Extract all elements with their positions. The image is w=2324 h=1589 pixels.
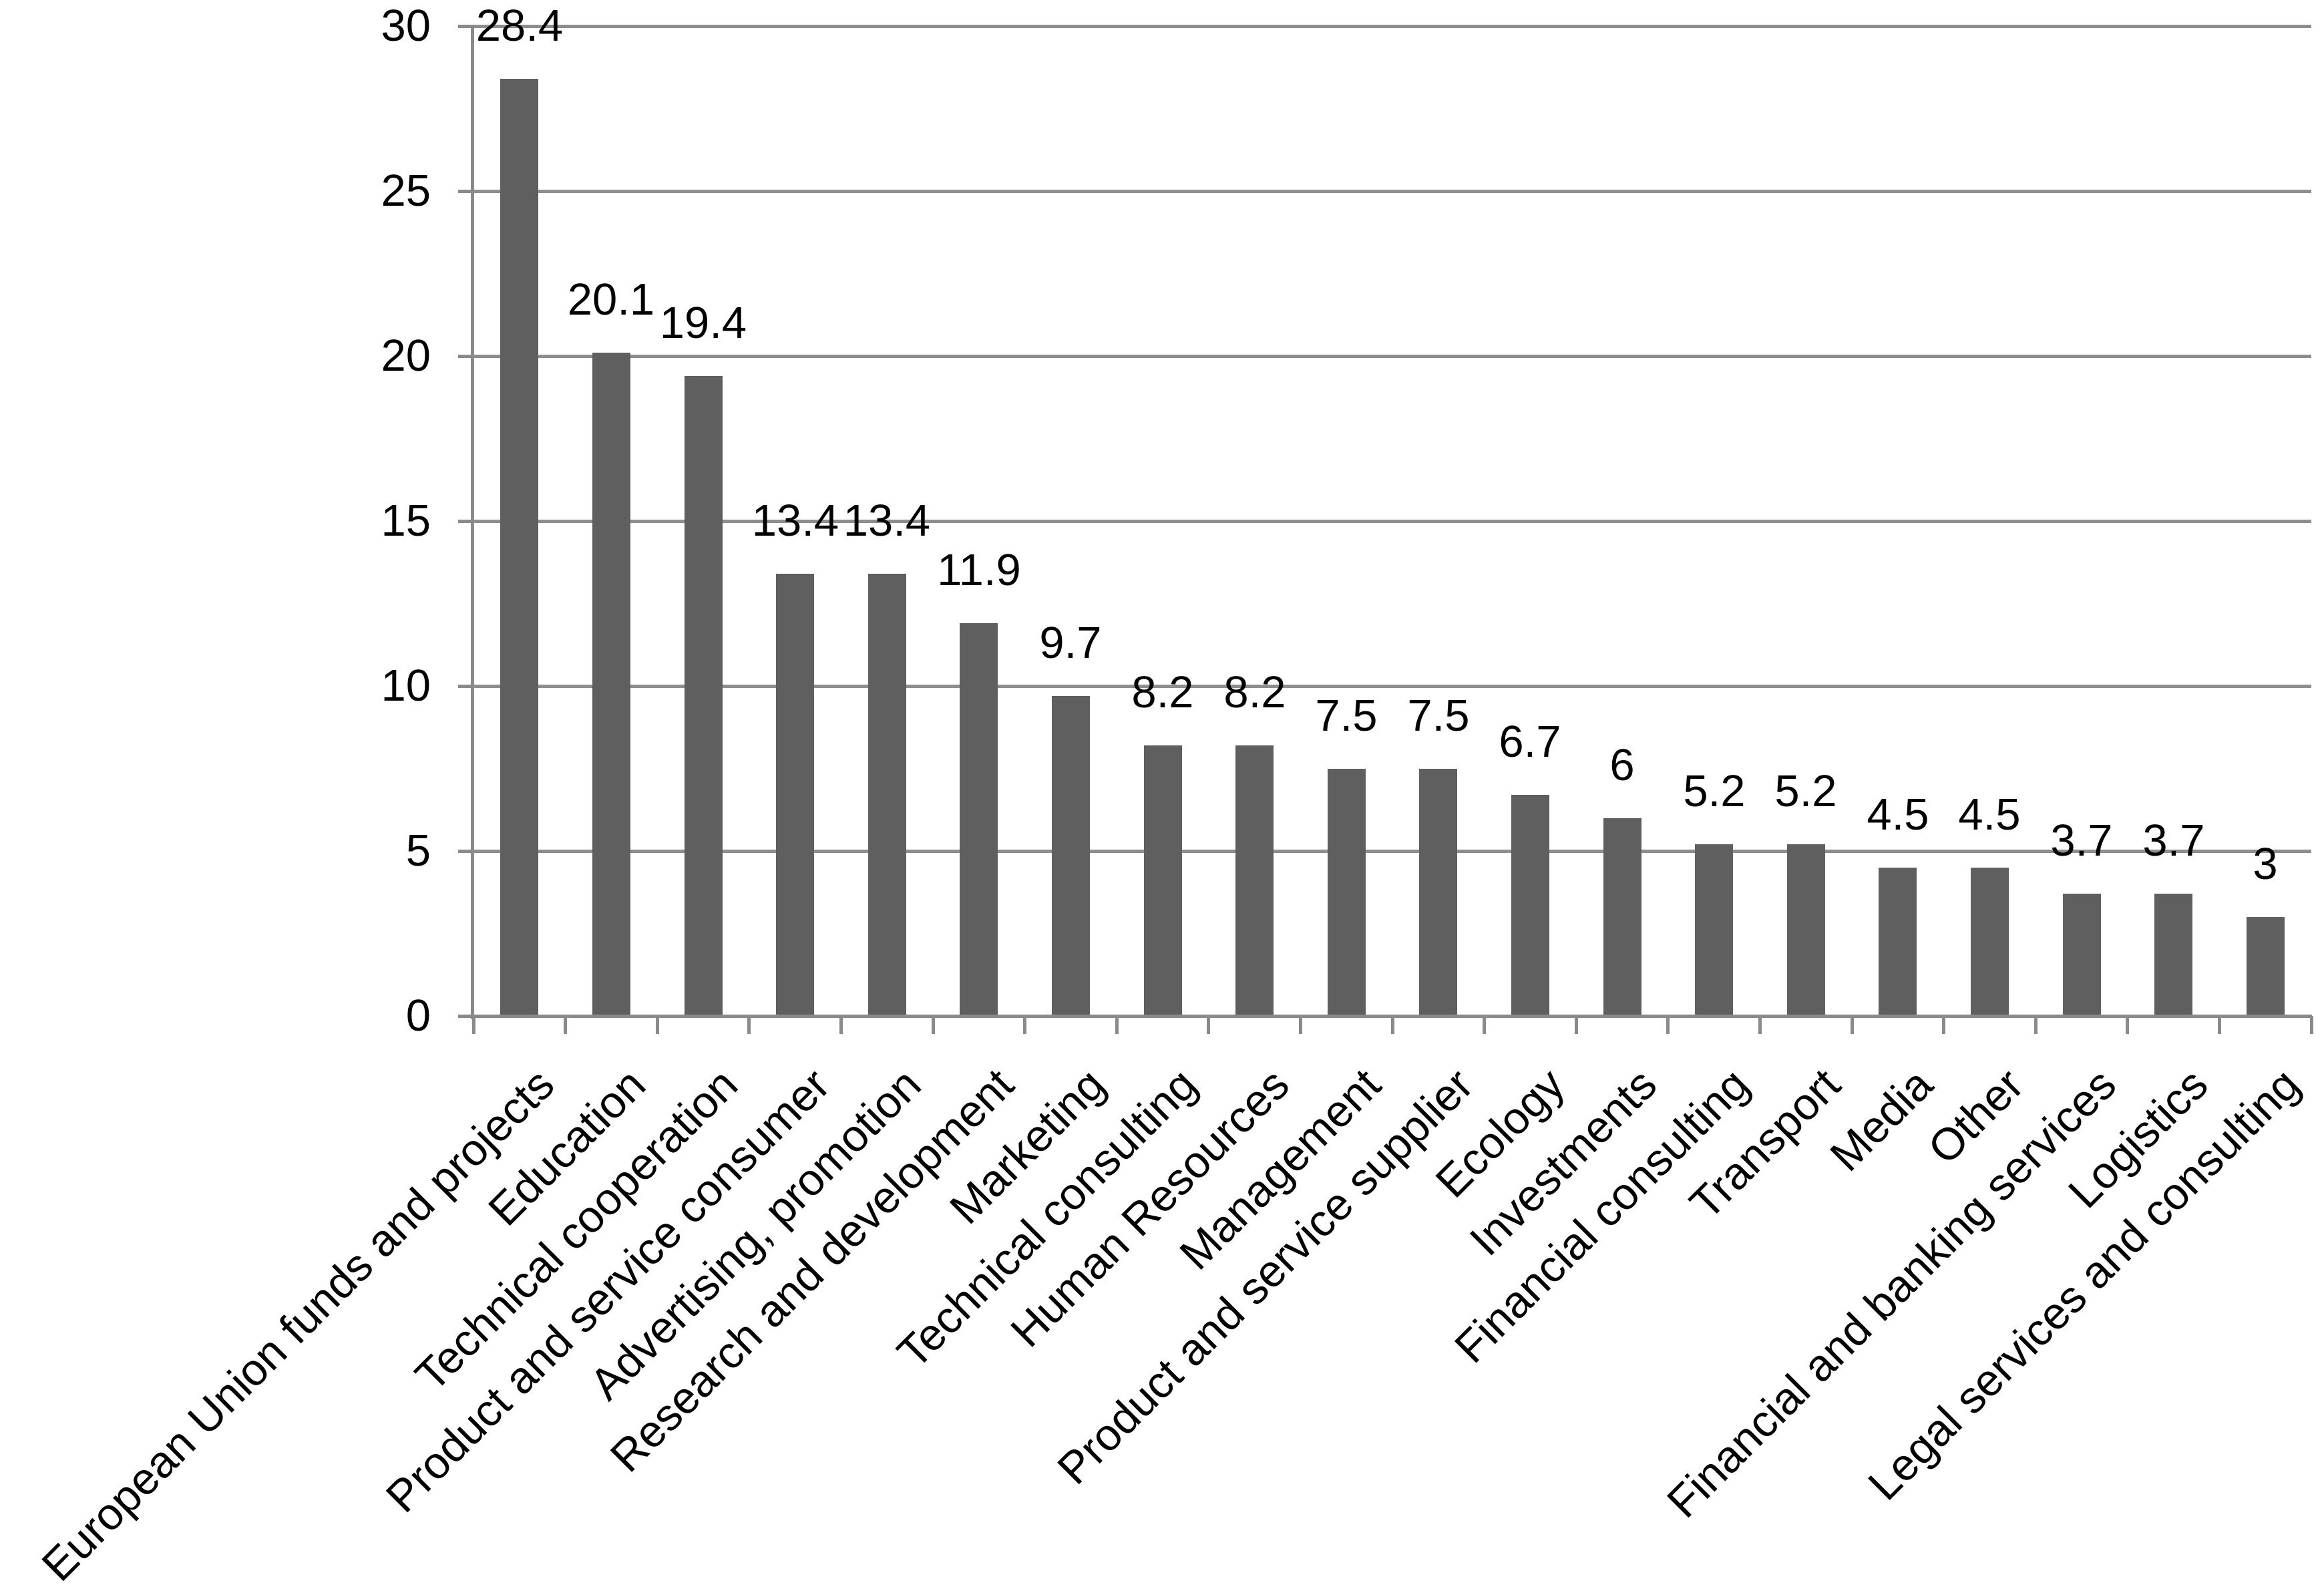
bar bbox=[1695, 844, 1733, 1017]
bar-value-label: 6 bbox=[1609, 740, 1635, 790]
x-axis-tick bbox=[1758, 1016, 1762, 1034]
x-axis-tick bbox=[1299, 1016, 1302, 1034]
bar bbox=[868, 574, 906, 1017]
x-axis-tick bbox=[1115, 1016, 1119, 1034]
bar bbox=[1419, 769, 1457, 1018]
y-axis-tick bbox=[458, 25, 473, 28]
x-axis-tick bbox=[2310, 1016, 2313, 1034]
x-axis-tick bbox=[1483, 1016, 1486, 1034]
x-axis-tick bbox=[932, 1016, 935, 1034]
bar bbox=[1971, 868, 2009, 1017]
x-axis-tick bbox=[564, 1016, 567, 1034]
x-axis-tick bbox=[1575, 1016, 1578, 1034]
bar-value-label: 13.4 bbox=[843, 496, 931, 546]
gridline bbox=[473, 850, 2311, 853]
gridline bbox=[473, 685, 2311, 688]
y-axis-label: 15 bbox=[381, 496, 431, 546]
bar bbox=[1511, 795, 1549, 1017]
y-axis-tick bbox=[458, 355, 473, 358]
y-axis-tick bbox=[458, 520, 473, 523]
y-axis-label: 30 bbox=[381, 1, 431, 51]
gridline bbox=[473, 25, 2311, 28]
bar-value-label: 6.7 bbox=[1499, 717, 1561, 767]
bar bbox=[776, 574, 814, 1017]
bar bbox=[960, 623, 998, 1017]
bar-value-label: 4.5 bbox=[1867, 789, 1929, 840]
y-axis-tick bbox=[458, 1015, 473, 1018]
bar bbox=[2247, 917, 2285, 1017]
bar bbox=[1787, 844, 1825, 1017]
bar bbox=[1235, 745, 1274, 1017]
y-axis-tick bbox=[458, 850, 473, 853]
x-axis-tick bbox=[1207, 1016, 1210, 1034]
y-axis-tick bbox=[458, 685, 473, 688]
x-axis-tick bbox=[1391, 1016, 1394, 1034]
bar-value-label: 20.1 bbox=[567, 275, 655, 325]
bar-value-label: 13.4 bbox=[751, 496, 839, 546]
x-axis-tick bbox=[839, 1016, 843, 1034]
bar-value-label: 9.7 bbox=[1039, 618, 1102, 668]
y-axis-label: 10 bbox=[381, 661, 431, 711]
bar-value-label: 3.7 bbox=[2142, 816, 2205, 866]
x-axis-tick bbox=[747, 1016, 751, 1034]
x-axis-tick bbox=[656, 1016, 659, 1034]
bar bbox=[685, 376, 723, 1017]
x-axis-tick bbox=[2034, 1016, 2038, 1034]
bar-value-label: 3 bbox=[2253, 839, 2278, 889]
bar bbox=[1603, 818, 1641, 1017]
bar-value-label: 8.2 bbox=[1223, 667, 1286, 717]
bar-value-label: 19.4 bbox=[659, 298, 747, 348]
bar-value-label: 8.2 bbox=[1131, 667, 1194, 717]
bar bbox=[1328, 769, 1366, 1018]
x-axis-tick bbox=[1666, 1016, 1670, 1034]
x-axis-category-label: Media bbox=[1820, 1059, 1942, 1181]
gridline bbox=[473, 520, 2311, 523]
x-axis-tick bbox=[1023, 1016, 1026, 1034]
x-axis-tick bbox=[472, 1016, 475, 1034]
y-axis-label: 5 bbox=[405, 826, 431, 876]
y-axis-label: 25 bbox=[381, 166, 431, 216]
x-axis-tick bbox=[1942, 1016, 1945, 1034]
bar bbox=[1144, 745, 1182, 1017]
x-axis-tick bbox=[2218, 1016, 2221, 1034]
x-axis-tick bbox=[1851, 1016, 1854, 1034]
y-axis-label: 20 bbox=[381, 331, 431, 381]
bar-value-label: 4.5 bbox=[1958, 789, 2021, 840]
bar-value-label: 11.9 bbox=[937, 545, 1021, 595]
x-axis-tick bbox=[2126, 1016, 2129, 1034]
y-axis-tick bbox=[458, 190, 473, 193]
bar bbox=[1052, 696, 1090, 1017]
bar bbox=[2154, 894, 2192, 1017]
bar bbox=[500, 79, 538, 1017]
bar-value-label: 5.2 bbox=[1683, 766, 1746, 816]
y-axis-line bbox=[471, 25, 474, 1019]
bar bbox=[1879, 868, 1917, 1017]
bar-value-label: 28.4 bbox=[475, 1, 564, 51]
bar bbox=[592, 353, 630, 1017]
gridline bbox=[473, 190, 2311, 193]
gridline bbox=[473, 355, 2311, 358]
bar-value-label: 3.7 bbox=[2050, 816, 2113, 866]
bar-value-label: 7.5 bbox=[1315, 691, 1378, 741]
bar-value-label: 5.2 bbox=[1774, 766, 1837, 816]
y-axis-label: 0 bbox=[405, 991, 431, 1041]
bar-value-label: 7.5 bbox=[1407, 691, 1470, 741]
bar bbox=[2063, 894, 2101, 1017]
